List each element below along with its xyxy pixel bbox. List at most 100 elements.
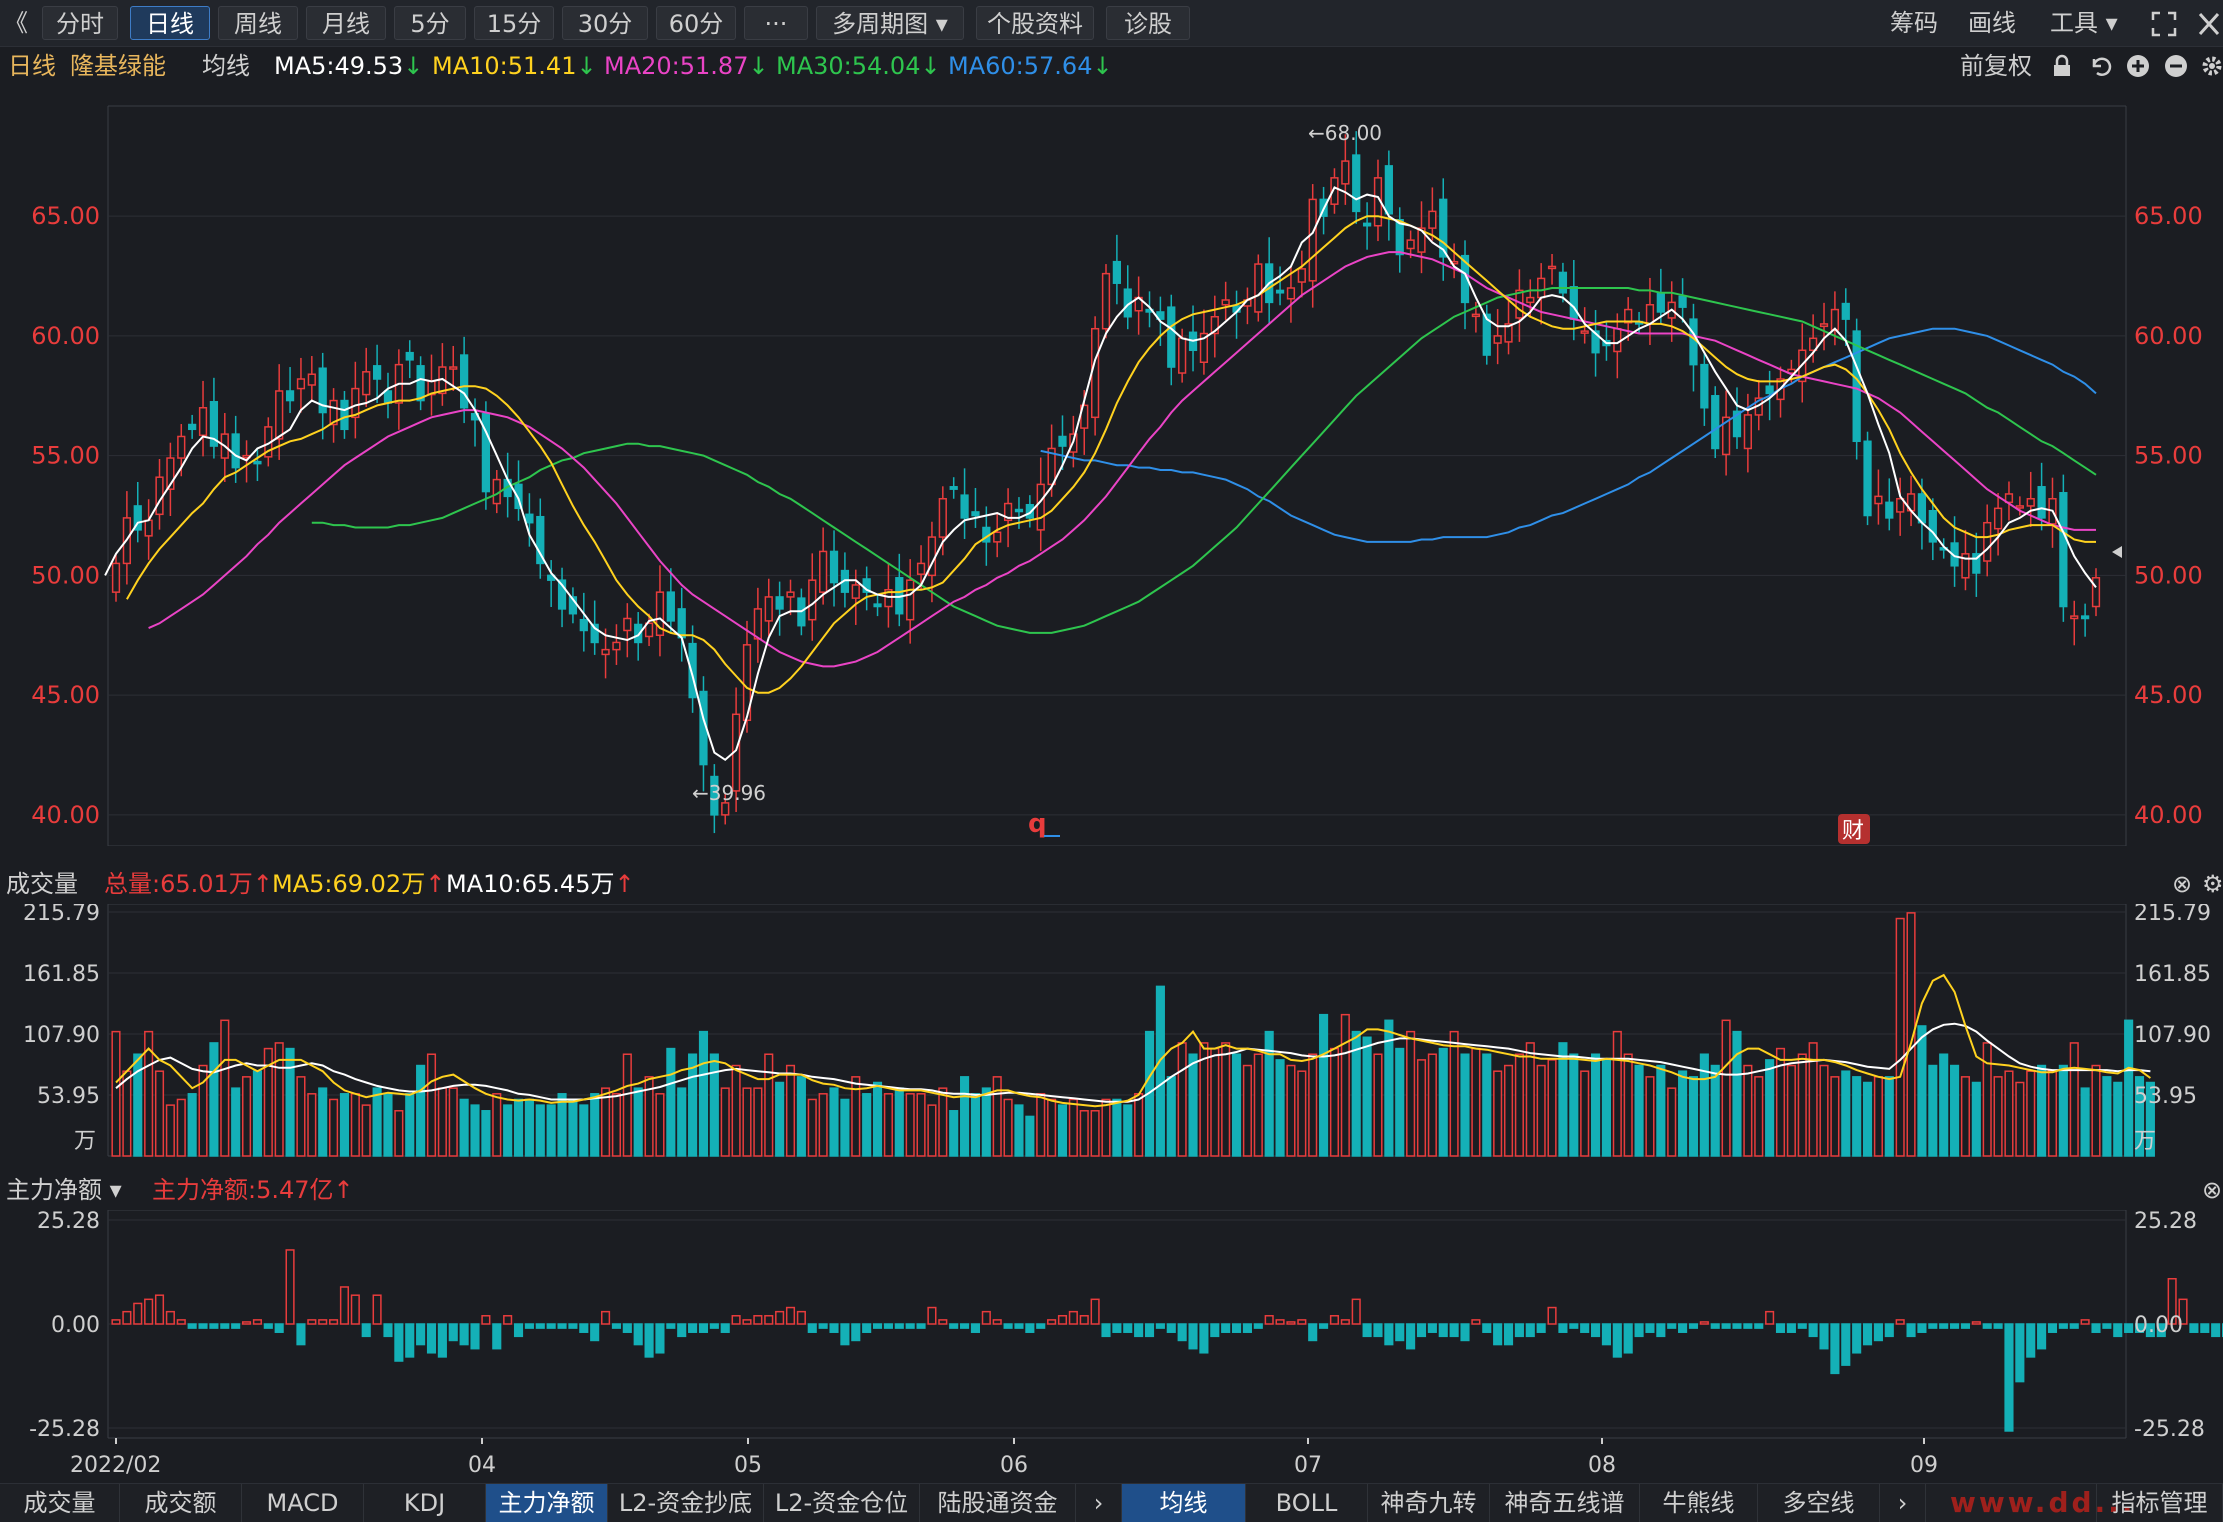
diagnosis-button[interactable]: 诊股	[1106, 6, 1190, 40]
tab-15min[interactable]: 15分	[474, 6, 554, 40]
candle-down	[1690, 319, 1697, 365]
volume-close-icon[interactable]: ⊗	[2172, 866, 2192, 902]
candle-down	[526, 514, 533, 522]
volume-bar	[428, 1054, 436, 1156]
flow-bar	[1983, 1324, 1991, 1328]
tab-main-net-flow[interactable]: 主力净额	[486, 1484, 608, 1522]
left-tabs-more-icon[interactable]: ›	[1076, 1484, 1122, 1522]
flow-bar	[1048, 1320, 1056, 1324]
flow-bar	[1178, 1324, 1186, 1340]
volume-bar	[1026, 1116, 1034, 1156]
tools-dropdown[interactable]: 工具 ▾	[2050, 6, 2118, 40]
tab-magic-five[interactable]: 神奇五线谱	[1490, 1484, 1640, 1522]
zoom-out-icon[interactable]	[2164, 54, 2188, 78]
multi-period-dropdown[interactable]: 多周期图 ▾	[816, 6, 964, 40]
flow-bar	[134, 1303, 142, 1324]
candle-up	[1527, 298, 1534, 303]
indicator-manage-button[interactable]: 指标管理	[2096, 1484, 2223, 1522]
flow-bar	[1461, 1324, 1469, 1340]
flow-bar	[362, 1324, 370, 1336]
candle-up	[1103, 274, 1110, 329]
x-axis-date-label: 05	[734, 1453, 762, 1478]
volume-bar	[1276, 1060, 1284, 1156]
tab-zhouxian[interactable]: 周线	[218, 6, 298, 40]
flow-axis-label-left: 25.28	[37, 1210, 100, 1234]
flow-bar	[2005, 1324, 2013, 1431]
candle-down	[1679, 296, 1686, 307]
candle-down	[1364, 223, 1371, 225]
draw-button[interactable]: 画线	[1968, 6, 2016, 40]
back-icon[interactable]: 《	[4, 6, 28, 40]
candle-up	[113, 563, 120, 592]
volume-bar	[2016, 1083, 2024, 1156]
tab-northbound-funds[interactable]: 陆股通资金	[920, 1484, 1076, 1522]
tab-long-short-line[interactable]: 多空线	[1758, 1484, 1880, 1522]
flow-bar	[1755, 1324, 1763, 1328]
tab-kdj[interactable]: KDJ	[364, 1484, 486, 1522]
more-periods-button[interactable]: ···	[744, 6, 808, 40]
close-window-icon[interactable]	[2196, 10, 2222, 38]
tab-volume[interactable]: 成交量	[0, 1484, 120, 1522]
tab-boll[interactable]: BOLL	[1246, 1484, 1368, 1522]
flow-bar	[1733, 1324, 1741, 1328]
tab-l2-bottom-fishing[interactable]: L2-资金抄底	[608, 1484, 764, 1522]
right-tabs-more-icon[interactable]: ›	[1880, 1484, 1926, 1522]
tab-30min[interactable]: 30分	[562, 6, 648, 40]
tab-60min[interactable]: 60分	[656, 6, 736, 40]
stock-profile-button[interactable]: 个股资料	[976, 6, 1094, 40]
candle-up	[820, 551, 827, 592]
tab-rixian[interactable]: 日线	[130, 6, 210, 40]
adjust-mode[interactable]: 前复权	[1960, 48, 2032, 84]
volume-bar	[700, 1032, 708, 1156]
flow-title-dropdown[interactable]: 主力净额 ▾	[6, 1172, 122, 1208]
flow-bar	[1973, 1322, 1981, 1324]
flow-bar	[188, 1324, 196, 1328]
flow-bar	[1951, 1324, 1959, 1328]
settings-gear-icon[interactable]	[2200, 54, 2222, 78]
flow-bar	[199, 1324, 207, 1328]
volume-bar	[1080, 1111, 1088, 1156]
volume-bar	[1396, 1049, 1404, 1156]
event-marker-q[interactable]: q	[1028, 809, 1047, 839]
volume-title[interactable]: 成交量	[6, 866, 78, 902]
price-axis-label-right: 40.00	[2134, 801, 2203, 829]
tab-fenshi[interactable]: 分时	[42, 6, 118, 40]
tab-turnover[interactable]: 成交额	[120, 1484, 242, 1522]
candle-up	[450, 367, 457, 369]
candle-up	[1581, 331, 1588, 333]
volume-bar	[2027, 1071, 2035, 1156]
undo-icon[interactable]	[2088, 54, 2112, 78]
flow-bar	[1918, 1324, 1926, 1332]
volume-settings-icon[interactable]: ⚙	[2202, 866, 2223, 902]
tab-macd[interactable]: MACD	[242, 1484, 364, 1522]
volume-bar	[1918, 1026, 1926, 1156]
tab-5min[interactable]: 5分	[394, 6, 466, 40]
candle-up	[1995, 508, 2002, 528]
tab-yuexian[interactable]: 月线	[306, 6, 386, 40]
volume-bar	[776, 1083, 784, 1156]
tab-td-nine[interactable]: 神奇九转	[1368, 1484, 1490, 1522]
zoom-in-icon[interactable]	[2126, 54, 2150, 78]
lock-icon[interactable]	[2050, 54, 2074, 78]
tab-ma[interactable]: 均线	[1122, 1484, 1246, 1522]
tab-bull-bear-line[interactable]: 牛熊线	[1640, 1484, 1758, 1522]
candle-up	[1875, 496, 1882, 503]
fullscreen-icon[interactable]	[2150, 10, 2178, 38]
price-axis-label-left: 40.00	[31, 801, 100, 829]
volume-bar	[1483, 1054, 1491, 1156]
volume-bar	[406, 1094, 414, 1156]
ma-label[interactable]: 均线	[202, 48, 250, 84]
flow-bar	[2049, 1324, 2057, 1332]
chip-button[interactable]: 筹码	[1890, 6, 1938, 40]
flow-close-icon[interactable]: ⊗	[2202, 1172, 2222, 1208]
candle-down	[580, 620, 587, 631]
tab-l2-position[interactable]: L2-资金仓位	[764, 1484, 920, 1522]
candle-down	[417, 366, 424, 401]
flow-bar	[1429, 1324, 1437, 1332]
volume-bar	[1646, 1077, 1654, 1156]
volume-bar	[1603, 1060, 1611, 1156]
volume-axis-label-left: 107.90	[23, 1023, 100, 1048]
